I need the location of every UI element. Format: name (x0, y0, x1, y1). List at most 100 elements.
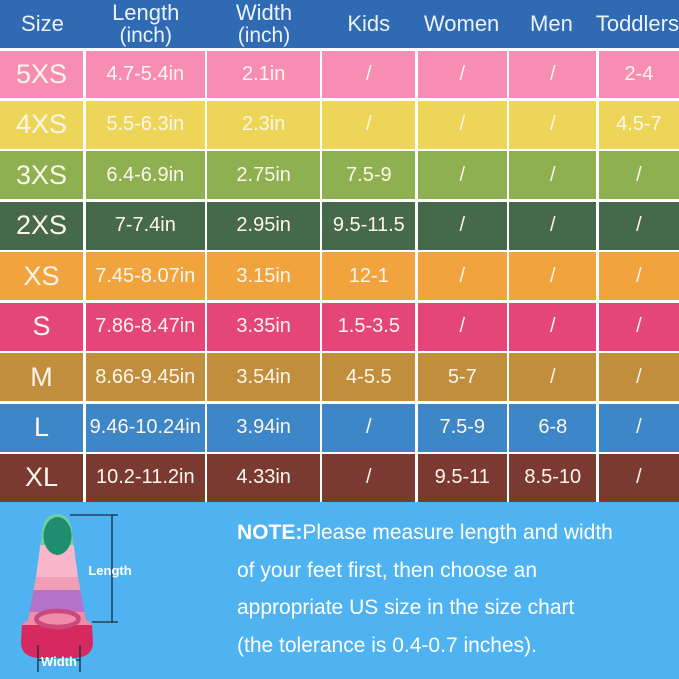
value-cell: 3.35in (207, 302, 320, 351)
value-cell: / (417, 100, 507, 149)
size-cell: XL (0, 454, 84, 502)
table-row: 2XS 7-7.4in 2.95in 9.5-11.5// / (0, 201, 679, 250)
value-cell: 6.4-6.9in (85, 151, 205, 200)
value-cell: / (598, 151, 679, 200)
header-label: Men (530, 11, 573, 37)
header-label: Women (423, 11, 500, 37)
value-cell: / (598, 353, 679, 402)
value-cell: / (417, 151, 507, 200)
value-cell: 3.94in (207, 403, 320, 452)
length-label: Length (88, 563, 131, 578)
value-cell: 2-4 (598, 50, 679, 99)
note-line: appropriate US size in the size chart (237, 596, 575, 619)
value-cell: / (322, 454, 416, 502)
fin-band-pink (21, 612, 93, 625)
value-cell: 8.66-9.45in (85, 353, 205, 402)
value-cell: 7.5-9 (322, 151, 416, 200)
value-cell: / (598, 201, 679, 250)
value-cell: / (509, 50, 597, 99)
note-line: (the tolerance is 0.4-0.7 inches). (237, 633, 537, 657)
note-section: Length Width NOTE:Please measure length … (0, 502, 679, 679)
header-sublabel: (inch) (237, 23, 291, 47)
fin-foot-opening (34, 608, 81, 630)
table-row: L 9.46-10.24in 3.94in/7.5-9 6-8/ (0, 403, 679, 452)
value-cell: / (417, 201, 507, 250)
value-cell: 4.7-5.4in (85, 50, 205, 99)
header-men: Men (507, 12, 596, 35)
value-cell: 5-7 (417, 353, 507, 402)
value-cell: / (509, 252, 597, 301)
measure-lines (37, 514, 118, 672)
value-cell: / (598, 252, 679, 301)
header-toddlers: Toddlers (596, 12, 679, 35)
value-cell: / (417, 302, 507, 351)
value-cell: 2.95in (207, 201, 320, 250)
value-cell: 6-8 (509, 403, 597, 452)
fin-diagram: Length Width (0, 502, 230, 679)
value-cell: 9.5-11.5 (322, 201, 416, 250)
value-cell: / (509, 100, 597, 149)
value-cell: 7-7.4in (85, 201, 205, 250)
header-width: Width (inch) (207, 1, 322, 46)
value-cell: / (509, 302, 597, 351)
note-text: NOTE:Please measure length and width of … (230, 502, 679, 679)
size-cell: XS (0, 252, 84, 301)
header-sublabel: (inch) (119, 23, 172, 47)
size-cell: 2XS (0, 201, 84, 250)
value-cell: 7.5-9 (417, 403, 507, 452)
note-line: NOTE:Please measure length and width (237, 514, 665, 552)
header-kids: Kids (321, 12, 416, 35)
value-cell: / (598, 454, 679, 502)
table-row: XL 10.2-11.2in 4.33in/9.5-11 8.5-10/ (0, 454, 679, 502)
table-row: 4XS 5.5-6.3in 2.3in / //4.5-7 (0, 100, 679, 149)
value-cell: 5.5-6.3in (85, 100, 205, 149)
note-label: NOTE: (237, 521, 303, 544)
value-cell: 9.46-10.24in (85, 403, 205, 452)
value-cell: 10.2-11.2in (85, 454, 205, 502)
table-row: S 7.86-8.47in 3.35in 1.5-3.5// / (0, 302, 679, 351)
value-cell: 7.45-8.07in (85, 252, 205, 301)
fin-body (21, 514, 93, 658)
header-label: Length (112, 0, 180, 26)
value-cell: 4-5.5 (322, 353, 416, 402)
value-cell: / (509, 353, 597, 402)
value-cell: 12-1 (322, 252, 416, 301)
size-cell: M (0, 353, 84, 402)
value-cell: 2.1in (207, 50, 320, 99)
header-label: Size (21, 11, 64, 37)
size-cell: S (0, 302, 84, 351)
value-cell: 4.5-7 (598, 100, 679, 149)
size-cell: L (0, 403, 84, 452)
value-cell: 8.5-10 (509, 454, 597, 502)
table-row: 3XS 6.4-6.9in 2.75in 7.5-9// / (0, 151, 679, 200)
fin-base (21, 625, 93, 658)
table-row: 5XS 4.7-5.4in 2.1in / //2-4 (0, 50, 679, 99)
table-header-row: Size Length (inch) Width (inch) Kids Women… (0, 0, 679, 48)
header-size: Size (0, 12, 85, 35)
table-body: 5XS 4.7-5.4in 2.1in / //2-4 4XS 5.5-6.3in 2.3in… (0, 50, 679, 503)
note-line-text: Please measure length and width (302, 521, 613, 544)
value-cell: 2.3in (207, 100, 320, 149)
table-row: M 8.66-9.45in 3.54in 4-5.5 5-7// (0, 353, 679, 402)
value-cell: / (322, 100, 416, 149)
value-cell: 2.75in (207, 151, 320, 200)
value-cell: 3.15in (207, 252, 320, 301)
header-label: Kids (347, 11, 391, 37)
fin-band-purple (21, 590, 93, 612)
swim-fin-illustration: Length Width (21, 514, 132, 672)
value-cell: / (509, 151, 597, 200)
header-women: Women (416, 12, 507, 35)
value-cell: 1.5-3.5 (322, 302, 416, 351)
table-row: XS 7.45-8.07in 3.15in 12-1// / (0, 252, 679, 301)
value-cell: / (509, 201, 597, 250)
value-cell: 3.54in (207, 353, 320, 402)
width-label: Width (41, 654, 77, 669)
value-cell: / (322, 50, 416, 99)
header-label: Width (235, 0, 293, 26)
value-cell: 9.5-11 (417, 454, 507, 502)
value-cell: 4.33in (207, 454, 320, 502)
note-line: of your feet first, then choose an (237, 558, 538, 582)
size-chart-table: Size Length (inch) Width (inch) Kids Women… (0, 0, 679, 502)
size-cell: 5XS (0, 50, 84, 99)
value-cell: / (598, 302, 679, 351)
